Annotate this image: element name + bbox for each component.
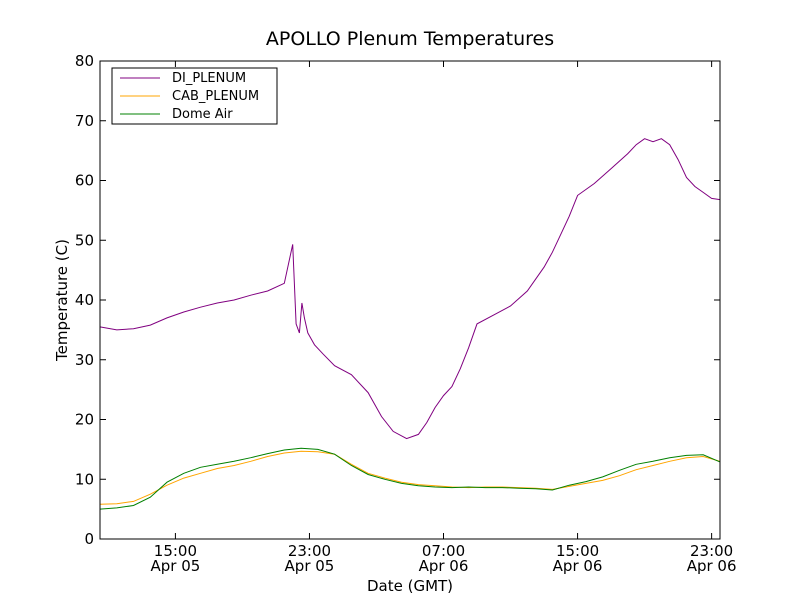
x-tick-label-time: 07:00: [422, 542, 465, 560]
y-tick-label: 10: [75, 470, 94, 488]
chart-title: APOLLO Plenum Temperatures: [266, 28, 554, 50]
y-axis-label: Temperature (C): [53, 239, 71, 362]
series-line-dome-air: [99, 447, 721, 510]
y-tick-label: 80: [75, 52, 94, 70]
legend: DI_PLENUM CAB_PLENUM Dome Air: [111, 67, 278, 125]
x-tick-label-time: 23:00: [288, 542, 331, 560]
x-tick-label-date: Apr 06: [419, 557, 469, 575]
legend-label-di-plenum: DI_PLENUM: [172, 71, 246, 86]
x-tick-label-time: 15:00: [154, 542, 197, 560]
series-line-di-plenum: [99, 138, 721, 440]
x-tick-label-date: Apr 06: [553, 557, 603, 575]
series-layer: [99, 138, 721, 510]
x-tick-label-date: Apr 06: [687, 557, 737, 575]
x-tick-label-time: 23:00: [690, 542, 733, 560]
y-tick-label: 0: [84, 530, 94, 548]
x-tick-label-time: 15:00: [556, 542, 599, 560]
legend-label-cab-plenum: CAB_PLENUM: [172, 89, 259, 104]
series-line-cab-plenum: [99, 450, 721, 505]
x-tick-label-date: Apr 05: [150, 557, 200, 575]
y-tick-label: 70: [75, 112, 94, 130]
y-tick-label: 20: [75, 411, 94, 429]
y-tick-label: 50: [75, 231, 94, 249]
y-tick-label: 30: [75, 351, 94, 369]
y-tick-label: 40: [75, 291, 94, 309]
x-tick-label-date: Apr 05: [285, 557, 335, 575]
y-tick-label: 60: [75, 172, 94, 190]
x-axis-label: Date (GMT): [367, 577, 453, 595]
legend-label-dome-air: Dome Air: [172, 107, 233, 122]
